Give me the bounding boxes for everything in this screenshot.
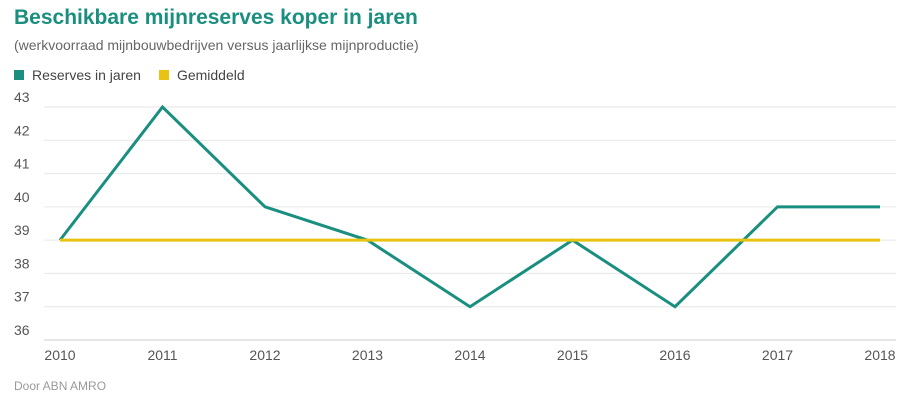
y-tick-label-38: 38 — [14, 255, 30, 271]
x-tick-label-2014: 2014 — [454, 347, 485, 363]
x-tick-label-2013: 2013 — [352, 347, 383, 363]
x-tick-label-2010: 2010 — [44, 347, 75, 363]
x-tick-label-2017: 2017 — [762, 347, 793, 363]
legend: Reserves in jaren Gemiddeld — [14, 67, 263, 83]
chart-subtitle: (werkvoorraad mijnbouwbedrijven versus j… — [14, 37, 419, 53]
legend-item-reserves: Reserves in jaren — [14, 67, 141, 83]
y-tick-label-36: 36 — [14, 322, 30, 338]
y-tick-label-37: 37 — [14, 289, 30, 305]
y-tick-label-41: 41 — [14, 156, 30, 172]
footer-credit: Door ABN AMRO — [14, 379, 107, 393]
x-tick-label-2016: 2016 — [659, 347, 690, 363]
y-tick-label-40: 40 — [14, 189, 30, 205]
y-tick-label-42: 42 — [14, 122, 30, 138]
y-tick-label-39: 39 — [14, 222, 30, 238]
x-tick-label-2015: 2015 — [557, 347, 588, 363]
chart-title: Beschikbare mijnreserves koper in jaren — [14, 6, 418, 29]
x-tick-label-2011: 2011 — [147, 347, 177, 363]
legend-label-reserves: Reserves in jaren — [32, 67, 141, 83]
legend-label-gemiddeld: Gemiddeld — [176, 67, 245, 83]
y-tick-label-43: 43 — [14, 89, 30, 105]
x-tick-label-2018: 2018 — [864, 347, 895, 363]
legend-item-gemiddeld: Gemiddeld — [158, 67, 245, 83]
legend-swatch-gemiddeld — [158, 70, 169, 80]
x-tick-label-2012: 2012 — [249, 347, 280, 363]
legend-swatch-reserves — [14, 70, 24, 80]
